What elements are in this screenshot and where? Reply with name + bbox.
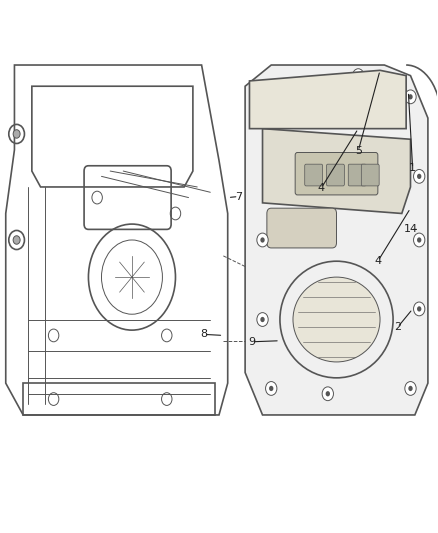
FancyBboxPatch shape (326, 164, 344, 186)
Circle shape (417, 174, 421, 179)
Circle shape (413, 302, 425, 316)
FancyBboxPatch shape (361, 164, 379, 186)
Circle shape (405, 90, 416, 104)
Circle shape (265, 382, 277, 395)
Text: 5: 5 (355, 146, 362, 156)
Polygon shape (245, 65, 428, 415)
Polygon shape (262, 128, 410, 214)
Circle shape (408, 94, 413, 100)
Text: 4: 4 (318, 183, 325, 193)
Circle shape (405, 382, 416, 395)
Circle shape (260, 237, 265, 243)
Text: 8: 8 (200, 329, 207, 340)
Circle shape (273, 84, 278, 89)
Text: 4: 4 (374, 256, 381, 266)
Circle shape (353, 69, 364, 83)
Polygon shape (250, 70, 406, 128)
Text: 9: 9 (248, 337, 255, 347)
Text: 2: 2 (394, 322, 401, 333)
Circle shape (413, 169, 425, 183)
Circle shape (322, 387, 333, 401)
Circle shape (257, 313, 268, 326)
Circle shape (408, 386, 413, 391)
FancyBboxPatch shape (267, 208, 336, 248)
Bar (23, 383, 215, 415)
Circle shape (257, 233, 268, 247)
Circle shape (260, 317, 265, 322)
FancyBboxPatch shape (348, 164, 366, 186)
Circle shape (270, 79, 281, 93)
Circle shape (417, 237, 421, 243)
Text: 1: 1 (409, 164, 416, 173)
Circle shape (417, 306, 421, 312)
Circle shape (413, 233, 425, 247)
Circle shape (13, 236, 20, 244)
Ellipse shape (293, 277, 380, 362)
Circle shape (13, 130, 20, 138)
Circle shape (356, 73, 360, 78)
Text: 14: 14 (403, 224, 417, 235)
FancyBboxPatch shape (295, 152, 378, 195)
Text: 7: 7 (235, 191, 242, 201)
FancyBboxPatch shape (305, 164, 322, 186)
Circle shape (325, 391, 330, 397)
Circle shape (269, 386, 273, 391)
